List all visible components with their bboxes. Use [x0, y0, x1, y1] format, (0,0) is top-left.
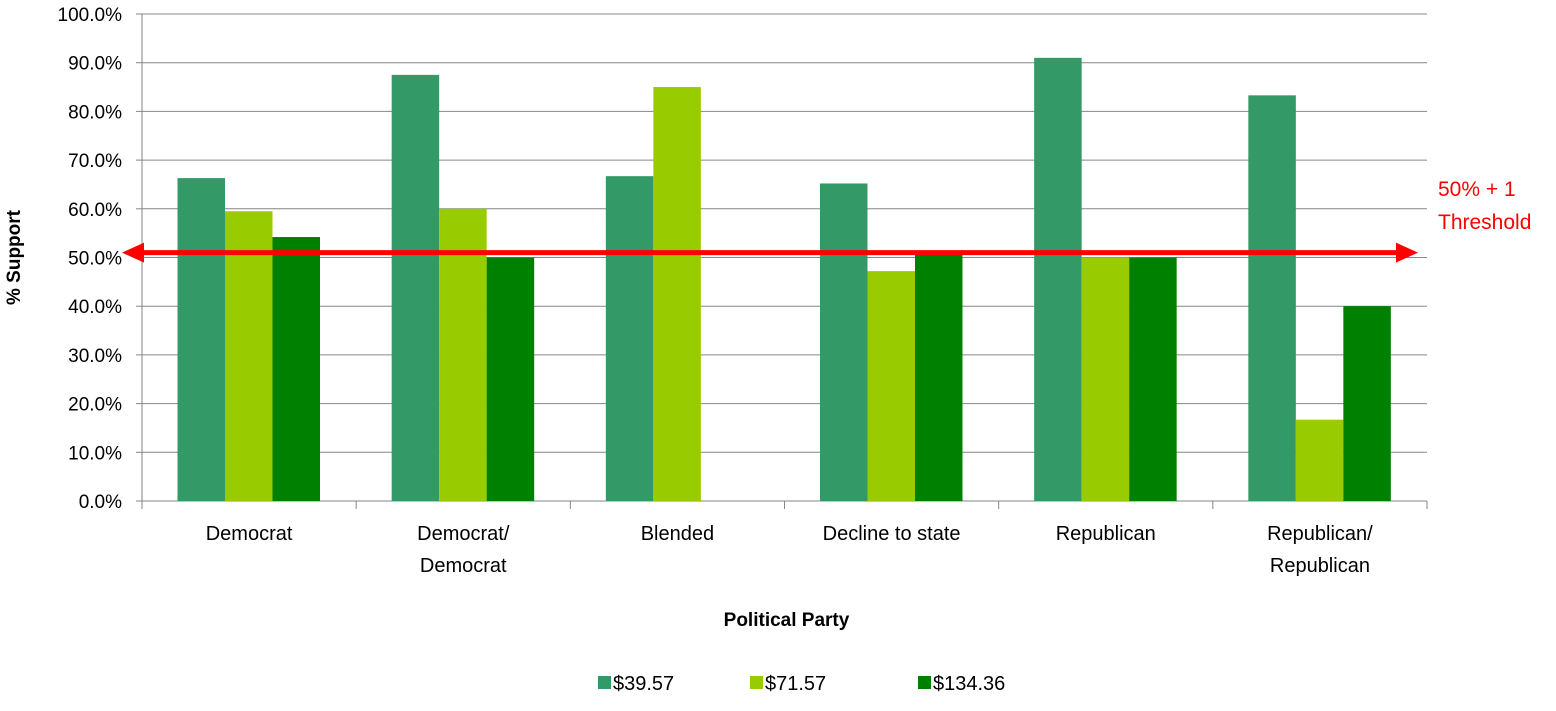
x-tick-label: Republican [1056, 523, 1156, 545]
legend-label: $134.36 [933, 673, 1005, 695]
bar [820, 183, 868, 501]
bar [486, 257, 535, 501]
y-tick-label: 30.0% [68, 346, 122, 367]
bar [867, 271, 915, 501]
bar [439, 208, 487, 502]
bar [653, 87, 701, 502]
legend-swatch [750, 676, 763, 689]
y-tick-label: 100.0% [58, 5, 123, 26]
bar [391, 74, 440, 501]
x-tick-label: Republican/ [1267, 523, 1373, 545]
bar [177, 178, 225, 501]
y-tick-label: 60.0% [68, 200, 122, 221]
y-tick-label: 40.0% [68, 297, 122, 318]
bar [272, 237, 320, 501]
legend-label: $71.57 [765, 673, 826, 695]
x-tick-label: Democrat [420, 555, 507, 577]
threshold-label: Threshold [1438, 211, 1531, 234]
y-tick-label: 20.0% [68, 395, 122, 416]
y-tick-label: 70.0% [68, 151, 122, 172]
bar [1129, 257, 1177, 501]
y-tick-label: 10.0% [68, 443, 122, 464]
legend-swatch [598, 676, 611, 689]
threshold-arrow-right [1396, 242, 1418, 263]
x-tick-label: Republican [1270, 555, 1370, 577]
y-tick-label: 90.0% [68, 54, 122, 75]
bar [1034, 57, 1082, 502]
bar [225, 211, 273, 502]
bar [1248, 95, 1296, 501]
y-axis-title: % Support [4, 209, 25, 305]
x-tick-label: Democrat [206, 523, 293, 545]
legend-label: $39.57 [613, 673, 674, 695]
legend-swatch [918, 676, 931, 689]
bar [1343, 306, 1391, 501]
y-tick-label: 50.0% [68, 249, 122, 270]
bar [1295, 419, 1344, 501]
bar [1081, 257, 1130, 501]
x-tick-label: Blended [641, 523, 714, 545]
bar [605, 176, 654, 501]
y-tick-label: 80.0% [68, 102, 122, 123]
x-tick-label: Decline to state [823, 523, 961, 545]
bar [915, 253, 963, 501]
threshold-label: 50% + 1 [1438, 178, 1516, 201]
threshold-arrow-left [122, 242, 144, 263]
x-axis-title: Political Party [724, 610, 850, 631]
y-tick-label: 0.0% [79, 492, 122, 513]
x-tick-label: Democrat/ [417, 523, 510, 545]
